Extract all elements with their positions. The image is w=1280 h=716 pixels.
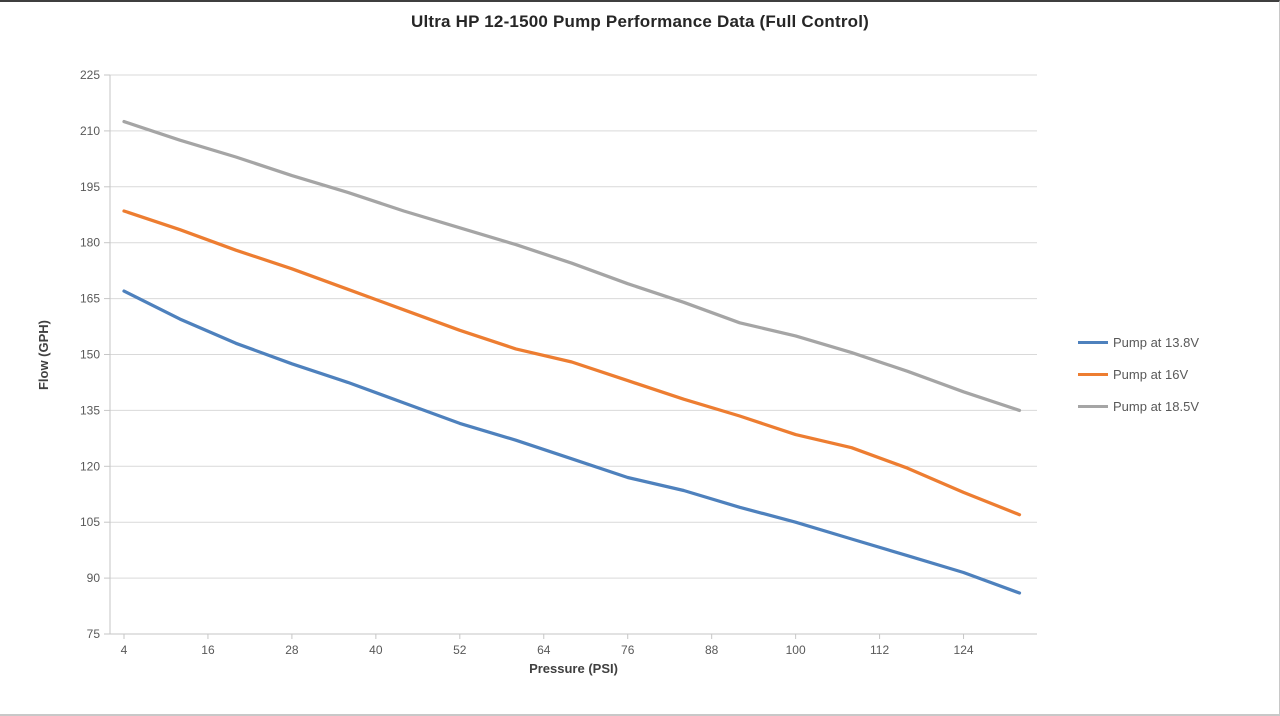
x-tick-label: 124	[954, 643, 974, 657]
x-tick-label: 28	[285, 643, 299, 657]
y-tick-label: 90	[87, 571, 101, 585]
legend: Pump at 13.8V Pump at 16V Pump at 18.5V	[1078, 332, 1199, 417]
y-tick-label: 150	[80, 348, 100, 362]
x-tick-label: 100	[786, 643, 806, 657]
x-tick-label: 64	[537, 643, 551, 657]
legend-label: Pump at 18.5V	[1113, 399, 1199, 414]
legend-swatch-line	[1078, 373, 1108, 376]
y-tick-label: 225	[80, 68, 100, 82]
legend-swatch-line	[1078, 341, 1108, 344]
y-tick-label: 75	[87, 627, 101, 641]
y-tick-label: 210	[80, 124, 100, 138]
y-tick-label: 135	[80, 403, 100, 417]
x-axis-title: Pressure (PSI)	[529, 661, 618, 676]
y-tick-label: 105	[80, 515, 100, 529]
y-tick-label: 165	[80, 292, 100, 306]
legend-item: Pump at 16V	[1078, 364, 1199, 385]
series-line	[122, 119, 1022, 413]
legend-item: Pump at 18.5V	[1078, 396, 1199, 417]
x-tick-label: 112	[870, 643, 889, 657]
y-tick-label: 120	[80, 459, 100, 473]
x-tick-label: 40	[369, 643, 383, 657]
x-tick-label: 4	[121, 643, 128, 657]
x-tick-label: 52	[453, 643, 467, 657]
legend-label: Pump at 16V	[1113, 367, 1189, 382]
y-tick-label: 195	[80, 180, 100, 194]
legend-swatch-line	[1078, 405, 1108, 408]
x-tick-label: 88	[705, 643, 719, 657]
legend-label: Pump at 13.8V	[1113, 335, 1199, 350]
series-line	[122, 209, 1022, 517]
y-tick-label: 180	[80, 236, 100, 250]
x-tick-label: 16	[201, 643, 215, 657]
x-tick-label: 76	[621, 643, 635, 657]
legend-item: Pump at 13.8V	[1078, 332, 1199, 353]
chart-title: Ultra HP 12-1500 Pump Performance Data (…	[410, 12, 870, 31]
series-line	[122, 289, 1022, 595]
